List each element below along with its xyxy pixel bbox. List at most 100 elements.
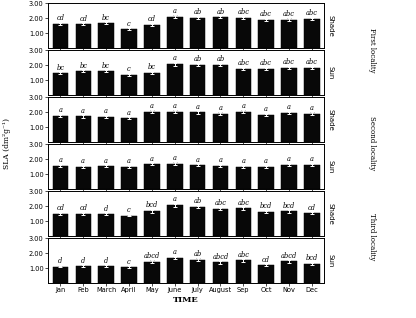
Bar [190,65,206,95]
Bar [258,20,274,48]
Text: Second locality: Second locality [368,116,376,170]
Text: abc: abc [260,10,272,18]
Text: a: a [241,157,245,165]
Bar [304,19,319,48]
Bar [235,260,251,283]
Text: a: a [287,155,291,163]
Bar [121,75,137,95]
Bar [98,266,114,283]
Bar [144,73,160,95]
Bar [121,118,137,142]
Bar [190,207,206,236]
Text: abc: abc [215,199,226,207]
Text: c: c [127,258,131,266]
Bar [98,214,114,236]
Text: SLA (dm²g⁻¹): SLA (dm²g⁻¹) [3,118,12,169]
Text: a: a [196,156,200,164]
Text: d: d [58,257,62,265]
Text: ab: ab [193,9,202,17]
Bar [281,113,297,142]
Bar [144,262,160,283]
Bar [144,25,160,48]
Bar [213,166,228,189]
Text: abc: abc [237,59,249,67]
Y-axis label: Sun: Sun [327,160,333,173]
Text: a: a [173,7,177,15]
Text: cd: cd [308,204,316,212]
Bar [258,265,274,283]
Bar [144,164,160,189]
Bar [121,29,137,48]
Bar [167,17,183,48]
Bar [76,167,91,189]
Bar [121,216,137,236]
Text: d: d [81,257,85,265]
Text: abcd: abcd [281,252,297,260]
Text: ab: ab [193,55,202,63]
Bar [167,164,183,189]
Bar [76,116,91,142]
Bar [213,114,228,142]
Bar [167,64,183,95]
Bar [213,262,228,283]
Text: bc: bc [148,63,156,71]
Text: abc: abc [306,59,318,66]
Text: a: a [196,103,200,111]
Text: a: a [173,54,177,62]
Bar [235,69,251,95]
Bar [167,258,183,283]
Y-axis label: Shade: Shade [327,15,333,37]
Text: ab: ab [216,55,225,64]
Text: bc: bc [79,62,87,70]
Text: abcd: abcd [144,252,160,260]
Y-axis label: Shade: Shade [327,203,333,225]
Text: ab: ab [193,197,202,205]
Bar [304,264,319,283]
Bar [98,71,114,95]
Text: c: c [127,206,131,214]
Text: cd: cd [79,15,87,23]
Text: a: a [127,109,131,117]
Bar [53,166,68,189]
Bar [76,266,91,283]
Bar [281,68,297,95]
Bar [304,114,319,142]
Bar [190,18,206,48]
Text: cd: cd [262,256,270,264]
Bar [121,267,137,283]
Bar [213,65,228,95]
Bar [213,209,228,236]
Bar [304,68,319,95]
Text: ab: ab [193,250,202,258]
Bar [235,208,251,236]
Text: a: a [310,104,314,112]
Text: a: a [218,104,223,112]
Bar [98,166,114,189]
Text: abc: abc [237,251,249,259]
Bar [235,167,251,189]
Text: a: a [58,106,62,114]
Text: d: d [104,204,108,212]
Text: c: c [127,66,131,73]
Bar [281,165,297,189]
Bar [76,71,91,95]
Text: cd: cd [57,204,64,212]
Text: abc: abc [283,10,295,18]
Y-axis label: Sun: Sun [327,66,333,79]
Bar [53,73,68,95]
Text: bcd: bcd [306,254,318,262]
Text: bc: bc [57,64,64,72]
Text: a: a [287,103,291,111]
Bar [258,212,274,236]
Bar [281,20,297,48]
Bar [190,259,206,283]
Text: bc: bc [102,14,110,22]
Text: ab: ab [216,8,225,16]
Y-axis label: Sun: Sun [327,254,333,267]
Text: a: a [218,156,223,164]
Text: a: a [264,157,268,165]
Text: abc: abc [237,199,249,207]
Bar [53,214,68,236]
Bar [258,167,274,189]
Bar [98,117,114,142]
